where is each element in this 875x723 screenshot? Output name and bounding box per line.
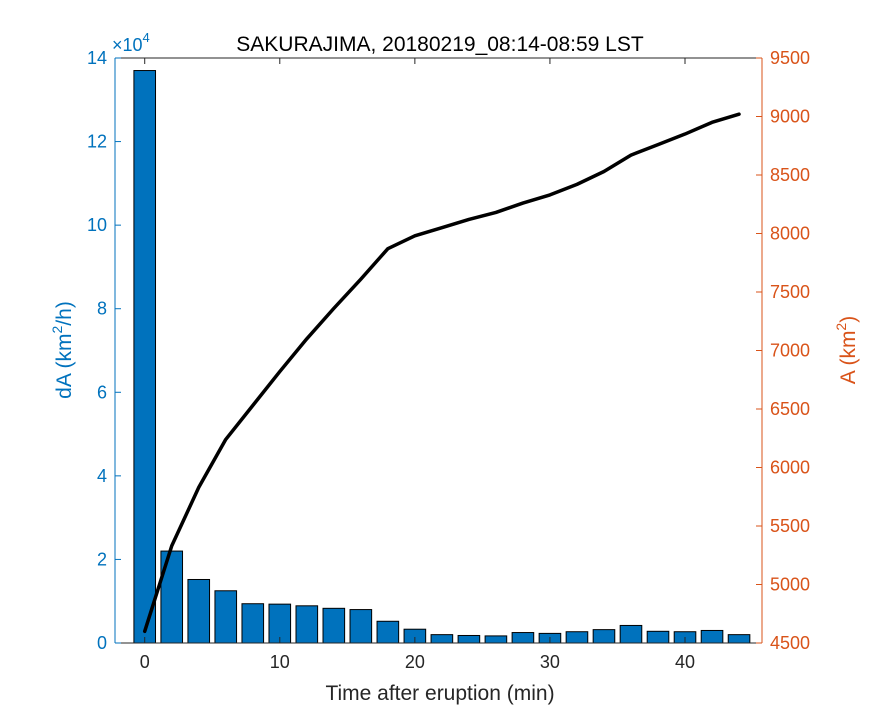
right-tick-label: 8000 [770,224,810,244]
left-tick-label: 10 [87,215,107,235]
right-tick-label: 9500 [770,48,810,68]
left-tick-label: 8 [97,299,107,319]
left-axis-exponent-base: ×10 [112,35,143,55]
bar [241,603,265,644]
x-tick-label: 30 [540,652,560,672]
bar [349,609,373,644]
left-axis-label: dA (km2/h) [49,301,76,399]
bar [727,634,751,644]
right-axis-label-sup: 2 [833,323,849,331]
left-tick-label: 4 [97,466,107,486]
right-tick-label: 5500 [770,516,810,536]
bar [214,590,238,644]
left-tick-label: 12 [87,132,107,152]
x-tick-label: 20 [405,652,425,672]
area-line [142,112,741,634]
right-tick-label: 6500 [770,399,810,419]
right-tick-label: 6000 [770,458,810,478]
bar [646,630,670,644]
right-tick-label: 7500 [770,282,810,302]
x-tick-label: 0 [140,652,150,672]
left-axis-label-prefix: dA (km [53,333,76,398]
bar [295,605,319,644]
plot-area: 0 10 20 30 40 0 2 4 6 8 10 12 14 4500 5000 5500 6000 6500… [87,48,810,672]
chart-title: SAKURAJIMA, 20180219_08:14-08:59 LST [236,33,644,56]
bar [484,635,508,644]
left-axis-label-sup: 2 [49,325,65,333]
left-axis-label-suffix: /h) [53,301,76,326]
bar [700,629,724,644]
x-tick-label: 10 [270,652,290,672]
bar [457,634,481,644]
x-axis-label: Time after eruption (min) [325,682,554,705]
bar [430,634,454,644]
right-tick-label: 5000 [770,575,810,595]
x-tick-label: 40 [675,652,695,672]
left-axis-exponent: ×104 [112,30,150,55]
left-tick-label: 6 [97,382,107,402]
right-tick-label: 9000 [770,107,810,127]
bar [565,631,589,644]
right-tick-label: 8500 [770,165,810,185]
bar [322,607,346,644]
bar [133,70,157,644]
left-axis-exponent-power: 4 [143,30,150,45]
right-axis-label-suffix: ) [837,316,860,323]
left-tick-label: 0 [97,633,107,653]
left-tick-label: 2 [97,549,107,569]
bar [376,620,400,644]
right-tick-label: 7000 [770,341,810,361]
bar [511,632,535,644]
bar [187,578,211,644]
bar [592,629,616,644]
bar [619,624,643,644]
right-tick-label: 4500 [770,633,810,653]
left-tick-label: 14 [87,48,107,68]
right-axis-label: A (km2) [833,316,860,384]
right-axis-label-prefix: A (km [837,331,860,385]
